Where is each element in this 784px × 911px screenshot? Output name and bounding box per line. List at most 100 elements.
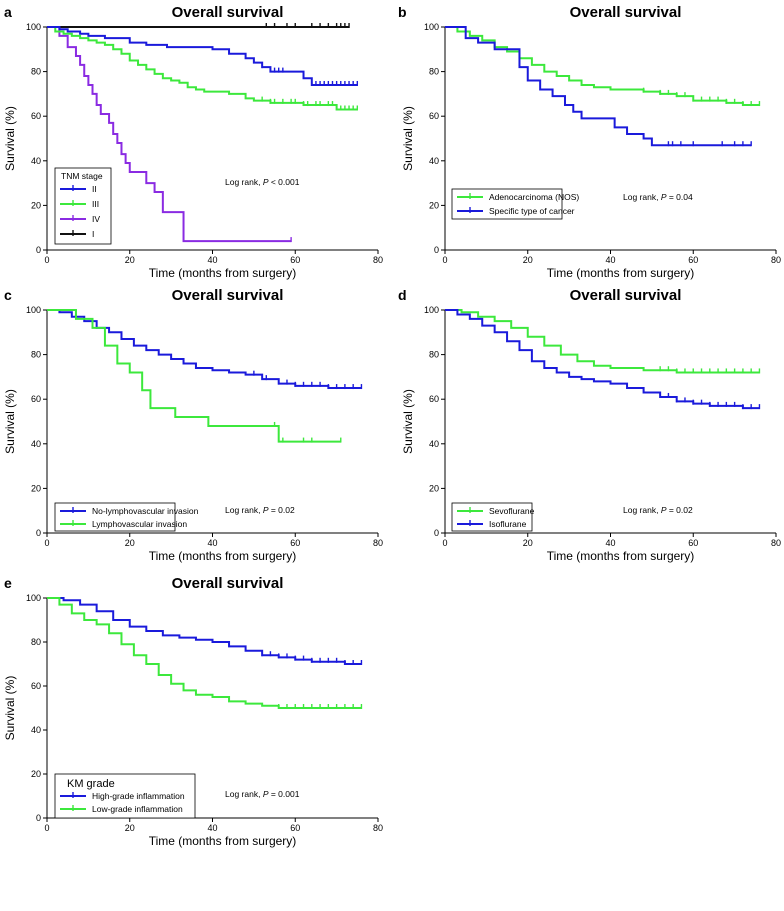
log-rank-prefix: Log rank, [225, 177, 263, 187]
km-curve-2 [47, 26, 292, 243]
y-tick-label: 0 [36, 813, 41, 823]
log-rank-annotation: Log rank, P = 0.02 [623, 505, 693, 515]
legend-title: TNM stage [61, 171, 103, 181]
panel-letter: e [4, 575, 12, 591]
x-tick-label: 20 [125, 538, 135, 548]
log-rank-annotation: Log rank, P = 0.001 [225, 789, 300, 799]
x-tick-label: 40 [207, 255, 217, 265]
chart-title: Overall survival [570, 4, 682, 21]
legend-box [54, 502, 176, 532]
legend-label: Specific type of cancer [489, 206, 575, 216]
legend-label: IV [92, 214, 100, 224]
y-axis-title: Survival (%) [3, 389, 17, 454]
legend: No-lymphovascular invasion Lymphovascular… [54, 502, 199, 532]
x-tick-label: 80 [771, 538, 781, 548]
x-tick-label: 20 [523, 538, 533, 548]
chart-title: Overall survival [570, 287, 682, 304]
legend-label: High-grade inflammation [92, 791, 185, 801]
log-rank-p: P [263, 505, 269, 515]
x-tick-label: 0 [44, 823, 49, 833]
log-rank-p: P [661, 192, 667, 202]
log-rank-value: = 0.001 [268, 789, 299, 799]
y-axis-title: Survival (%) [401, 106, 415, 171]
y-tick-label: 20 [31, 483, 41, 493]
chart-title: Overall survival [172, 4, 284, 21]
km-curve-1 [47, 309, 341, 443]
y-tick-label: 60 [31, 394, 41, 404]
x-tick-label: 20 [125, 823, 135, 833]
chart-title: Overall survival [172, 575, 284, 592]
km-curve-1 [445, 309, 760, 410]
x-tick-label: 40 [207, 538, 217, 548]
legend-label: No-lymphovascular invasion [92, 506, 199, 516]
y-tick-label: 100 [424, 22, 439, 32]
log-rank-value: < 0.001 [268, 177, 299, 187]
x-tick-label: 60 [688, 255, 698, 265]
y-tick-label: 40 [31, 439, 41, 449]
legend-label: Isoflurane [489, 519, 527, 529]
log-rank-prefix: Log rank, [225, 789, 263, 799]
legend-label: Lymphovascular invasion [92, 519, 187, 529]
x-tick-label: 60 [688, 538, 698, 548]
y-tick-label: 0 [434, 528, 439, 538]
x-axis-title: Time (months from surgery) [149, 549, 297, 563]
chart-title: Overall survival [172, 287, 284, 304]
y-tick-label: 60 [429, 394, 439, 404]
y-tick-label: 80 [429, 350, 439, 360]
x-tick-label: 60 [290, 823, 300, 833]
km-curve-1 [445, 26, 752, 147]
x-tick-label: 60 [290, 538, 300, 548]
x-tick-label: 80 [373, 823, 383, 833]
log-rank-value: = 0.02 [666, 505, 693, 515]
x-tick-label: 40 [605, 538, 615, 548]
x-tick-label: 40 [207, 823, 217, 833]
y-tick-label: 80 [429, 67, 439, 77]
panel-letter: b [398, 4, 407, 20]
y-tick-label: 60 [31, 681, 41, 691]
y-tick-label: 0 [36, 245, 41, 255]
km-curve-1 [47, 597, 362, 709]
y-tick-label: 40 [429, 439, 439, 449]
log-rank-prefix: Log rank, [225, 505, 263, 515]
x-tick-label: 20 [125, 255, 135, 265]
log-rank-value: = 0.04 [666, 192, 693, 202]
km-curve-0 [445, 26, 760, 107]
x-tick-label: 0 [442, 538, 447, 548]
y-tick-label: 100 [26, 22, 41, 32]
legend-label: I [92, 229, 94, 239]
panel-letter: a [4, 4, 12, 20]
panel-e: e Overall survival 0 20 40 60 80 0 20 40 60 80 100 Ti… [3, 575, 383, 848]
log-rank-prefix: Log rank, [623, 505, 661, 515]
legend-label: Low-grade inflammation [92, 804, 183, 814]
log-rank-value: = 0.02 [268, 505, 295, 515]
panel-letter: c [4, 287, 12, 303]
y-tick-label: 20 [429, 200, 439, 210]
panel-a: a Overall survival 0 20 40 60 80 0 20 40 60 80 100 Ti… [3, 4, 383, 280]
panel-letter: d [398, 287, 407, 303]
log-rank-annotation: Log rank, P < 0.001 [225, 177, 300, 187]
y-tick-label: 0 [434, 245, 439, 255]
km-curve-1 [47, 26, 358, 111]
y-tick-label: 40 [31, 156, 41, 166]
y-axis-title: Survival (%) [3, 676, 17, 741]
y-tick-label: 100 [26, 305, 41, 315]
legend: Sevoflurane Isoflurane [451, 502, 535, 532]
legend-label: III [92, 199, 99, 209]
legend-box [54, 167, 112, 245]
y-tick-label: 60 [429, 111, 439, 121]
legend-label: Sevoflurane [489, 506, 535, 516]
y-tick-label: 20 [31, 769, 41, 779]
x-tick-label: 0 [442, 255, 447, 265]
x-tick-label: 80 [373, 255, 383, 265]
y-tick-label: 100 [424, 305, 439, 315]
x-tick-label: 0 [44, 538, 49, 548]
y-tick-label: 80 [31, 67, 41, 77]
legend-box [451, 502, 533, 532]
y-tick-label: 20 [31, 200, 41, 210]
km-curve-0 [47, 597, 362, 665]
y-tick-label: 40 [31, 725, 41, 735]
legend-label: Adenocarcinoma (NOS) [489, 192, 579, 202]
